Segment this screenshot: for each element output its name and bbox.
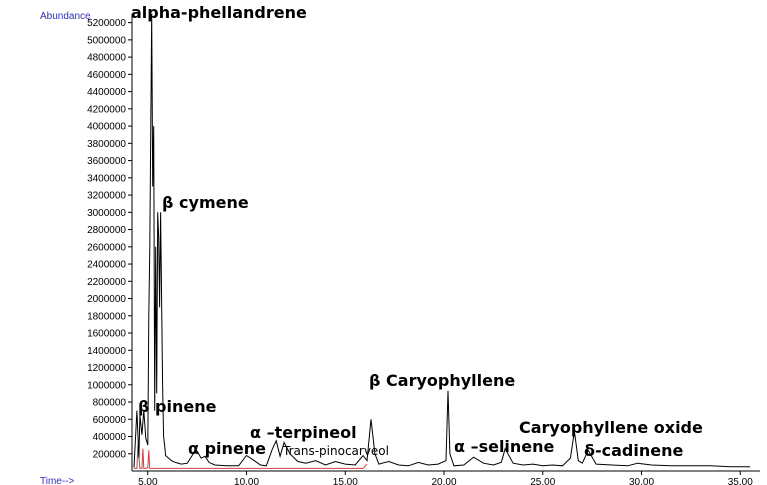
y-tick-label: 2200000 (87, 277, 126, 288)
x-tick-label: 20.00 (432, 477, 457, 485)
y-tick-label: 800000 (93, 398, 127, 409)
y-tick-label: 1000000 (87, 380, 126, 391)
chromatogram-trace (133, 13, 751, 468)
x-tick-label: 25.00 (530, 477, 555, 485)
y-tick-label: 2400000 (87, 260, 126, 271)
y-tick-label: 2600000 (87, 242, 126, 253)
y-tick-label: 4800000 (87, 53, 126, 64)
y-tick-label: 200000 (93, 449, 127, 460)
y-axis-name: Abundance (40, 11, 91, 22)
peak-label-beta-caryophyllene: β Caryophyllene (369, 371, 515, 390)
y-tick-label: 3200000 (87, 191, 126, 202)
x-ticks-group: 5.00 10.00 15.00 20.00 25.00 30.00 35.00 (138, 471, 753, 485)
x-tick-label: 30.00 (629, 477, 654, 485)
peak-label-caryophyllene-oxide: Caryophyllene oxide (519, 418, 703, 437)
peak-label-delta-cadinene: δ-cadinene (584, 441, 683, 460)
y-ticks-group: 200000 400000 600000 800000 1000000 1200000 14… (87, 18, 132, 460)
y-tick-label: 1800000 (87, 311, 126, 322)
peak-label-beta-pinene: β pinene (138, 397, 217, 416)
peak-label-beta-cymene: β cymene (162, 193, 249, 212)
peak-label-alpha-phellandrene: alpha-phellandrene (131, 3, 307, 22)
x-tick-label: 35.00 (728, 477, 753, 485)
x-tick-label: 15.00 (333, 477, 358, 485)
peak-label-alpha-terpineol: α –terpineol (250, 423, 357, 442)
x-axis-name: Time--> (40, 476, 75, 485)
y-tick-label: 4400000 (87, 87, 126, 98)
y-tick-label: 5000000 (87, 35, 126, 46)
y-tick-label: 4600000 (87, 70, 126, 81)
y-tick-label: 3000000 (87, 208, 126, 219)
y-tick-label: 2800000 (87, 225, 126, 236)
y-tick-label: 4000000 (87, 122, 126, 133)
y-tick-label: 4200000 (87, 104, 126, 115)
y-tick-label: 1400000 (87, 346, 126, 357)
peak-label-alpha-pinene: α pinene (188, 439, 266, 458)
y-tick-label: 3400000 (87, 173, 126, 184)
y-tick-label: 5200000 (87, 18, 126, 29)
y-tick-label: 1200000 (87, 363, 126, 374)
peak-label-trans-pinocarveol: Trans-pinocarveol (282, 444, 389, 458)
y-tick-label: 1600000 (87, 329, 126, 340)
y-tick-label: 600000 (93, 415, 127, 426)
y-tick-label: 2000000 (87, 294, 126, 305)
y-tick-label: 3600000 (87, 156, 126, 167)
y-tick-label: 400000 (93, 432, 127, 443)
x-tick-label: 10.00 (234, 477, 259, 485)
peak-label-alpha-selinene: α –selinene (454, 437, 555, 456)
x-tick-label: 5.00 (138, 477, 158, 485)
y-tick-label: 3800000 (87, 139, 126, 150)
